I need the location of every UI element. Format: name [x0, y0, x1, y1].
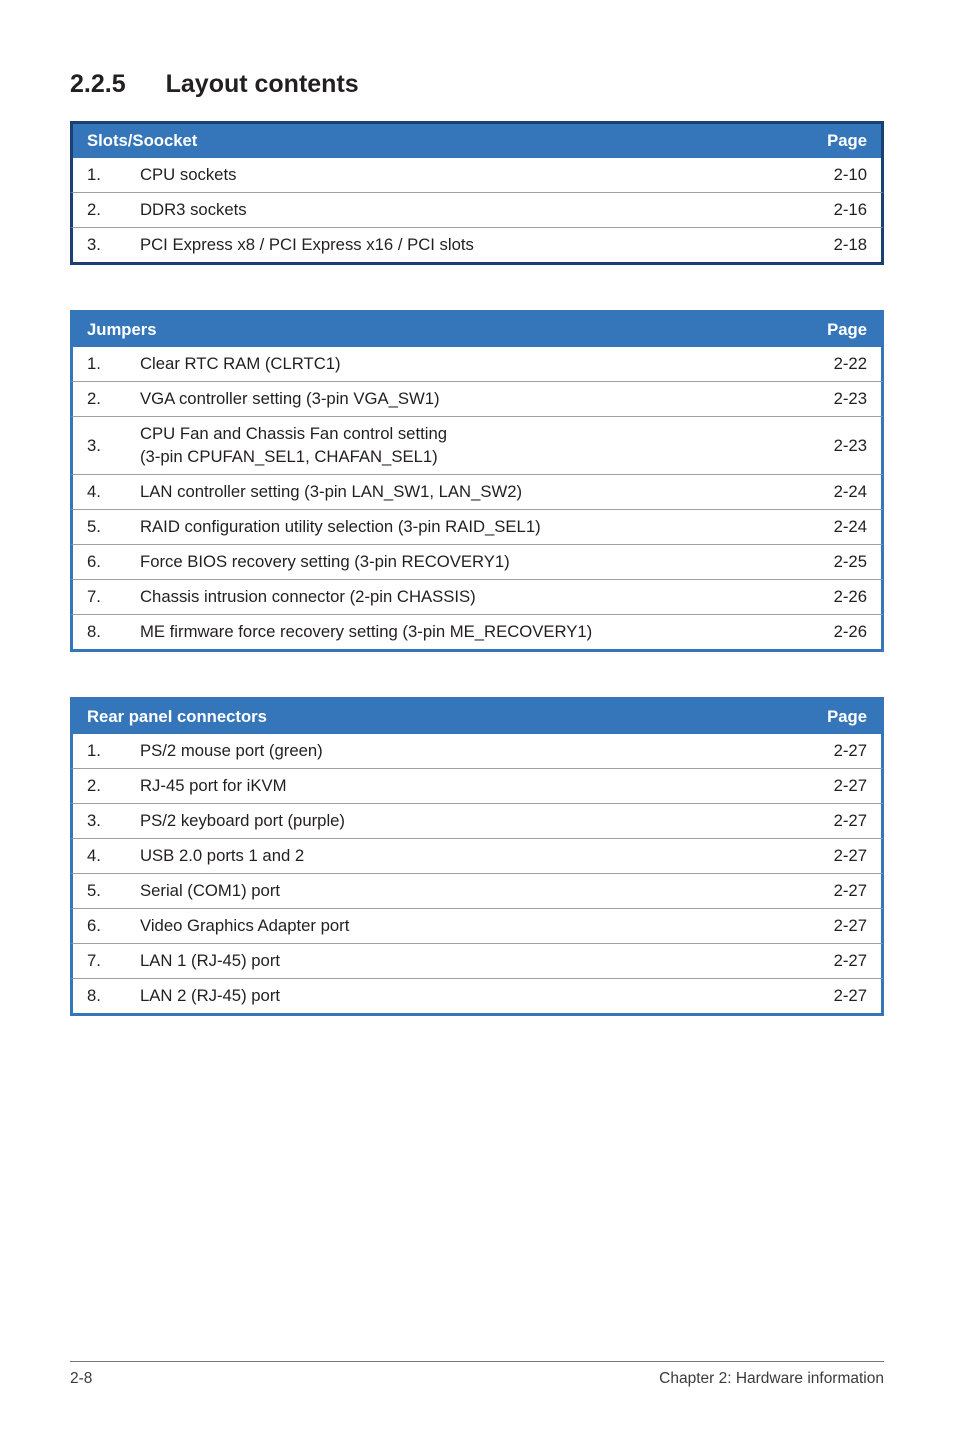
row-number: 2.	[70, 769, 130, 804]
row-desc: PS/2 keyboard port (purple)	[130, 804, 794, 839]
row-page: 2-27	[794, 979, 884, 1016]
row-desc: DDR3 sockets	[130, 193, 794, 228]
row-number: 1.	[70, 158, 130, 193]
row-page: 2-27	[794, 874, 884, 909]
table-row: 3.CPU Fan and Chassis Fan control settin…	[70, 417, 884, 475]
table-header-page: Page	[794, 121, 884, 158]
table-row: 5.RAID configuration utility selection (…	[70, 510, 884, 545]
row-number: 1.	[70, 734, 130, 769]
row-desc: PCI Express x8 / PCI Express x16 / PCI s…	[130, 228, 794, 265]
table-header-label: Slots/Soocket	[70, 121, 794, 158]
tables-region: Slots/SoocketPage1.CPU sockets2-102.DDR3…	[70, 121, 884, 1016]
row-number: 2.	[70, 382, 130, 417]
row-page: 2-23	[794, 382, 884, 417]
row-number: 1.	[70, 347, 130, 382]
row-desc: Serial (COM1) port	[130, 874, 794, 909]
row-page: 2-10	[794, 158, 884, 193]
row-number: 3.	[70, 804, 130, 839]
section-title: Layout contents	[166, 70, 359, 98]
row-page: 2-27	[794, 909, 884, 944]
footer-page-number: 2-8	[70, 1370, 92, 1388]
table-header-page: Page	[794, 697, 884, 734]
row-number: 8.	[70, 615, 130, 652]
row-desc: Video Graphics Adapter port	[130, 909, 794, 944]
row-page: 2-24	[794, 475, 884, 510]
row-page: 2-27	[794, 804, 884, 839]
table-row: 8.LAN 2 (RJ-45) port2-27	[70, 979, 884, 1016]
table-row: 1.PS/2 mouse port (green)2-27	[70, 734, 884, 769]
table-row: 7.Chassis intrusion connector (2-pin CHA…	[70, 580, 884, 615]
row-desc: LAN controller setting (3-pin LAN_SW1, L…	[130, 475, 794, 510]
row-page: 2-22	[794, 347, 884, 382]
row-page: 2-25	[794, 545, 884, 580]
table-row: 8.ME firmware force recovery setting (3-…	[70, 615, 884, 652]
row-desc: LAN 2 (RJ-45) port	[130, 979, 794, 1016]
table-row: 2.VGA controller setting (3-pin VGA_SW1)…	[70, 382, 884, 417]
table-row: 4.LAN controller setting (3-pin LAN_SW1,…	[70, 475, 884, 510]
row-number: 2.	[70, 193, 130, 228]
table-rear: Rear panel connectorsPage1.PS/2 mouse po…	[70, 697, 884, 1016]
row-page: 2-27	[794, 944, 884, 979]
row-number: 7.	[70, 580, 130, 615]
row-number: 8.	[70, 979, 130, 1016]
table-row: 2.RJ-45 port for iKVM2-27	[70, 769, 884, 804]
row-number: 6.	[70, 545, 130, 580]
row-desc: LAN 1 (RJ-45) port	[130, 944, 794, 979]
row-number: 4.	[70, 475, 130, 510]
table-row: 7.LAN 1 (RJ-45) port2-27	[70, 944, 884, 979]
row-desc: USB 2.0 ports 1 and 2	[130, 839, 794, 874]
table-row: 1.Clear RTC RAM (CLRTC1)2-22	[70, 347, 884, 382]
row-number: 3.	[70, 417, 130, 475]
table-row: 5.Serial (COM1) port2-27	[70, 874, 884, 909]
table-row: 4.USB 2.0 ports 1 and 22-27	[70, 839, 884, 874]
row-number: 4.	[70, 839, 130, 874]
section-heading: 2.2.5 Layout contents	[70, 70, 884, 99]
row-number: 5.	[70, 510, 130, 545]
row-page: 2-18	[794, 228, 884, 265]
row-page: 2-27	[794, 769, 884, 804]
table-row: 6.Video Graphics Adapter port2-27	[70, 909, 884, 944]
row-page: 2-27	[794, 839, 884, 874]
row-number: 6.	[70, 909, 130, 944]
row-desc: VGA controller setting (3-pin VGA_SW1)	[130, 382, 794, 417]
row-number: 5.	[70, 874, 130, 909]
row-page: 2-26	[794, 615, 884, 652]
table-header-label: Rear panel connectors	[70, 697, 794, 734]
row-page: 2-26	[794, 580, 884, 615]
row-desc: CPU sockets	[130, 158, 794, 193]
row-page: 2-24	[794, 510, 884, 545]
row-number: 3.	[70, 228, 130, 265]
table-row: 6.Force BIOS recovery setting (3-pin REC…	[70, 545, 884, 580]
table-header-label: Jumpers	[70, 310, 794, 347]
row-desc: Force BIOS recovery setting (3-pin RECOV…	[130, 545, 794, 580]
row-desc: PS/2 mouse port (green)	[130, 734, 794, 769]
table-row: 3.PCI Express x8 / PCI Express x16 / PCI…	[70, 228, 884, 265]
row-page: 2-16	[794, 193, 884, 228]
row-desc: ME firmware force recovery setting (3-pi…	[130, 615, 794, 652]
row-page: 2-27	[794, 734, 884, 769]
table-row: 2.DDR3 sockets2-16	[70, 193, 884, 228]
row-desc: Chassis intrusion connector (2-pin CHASS…	[130, 580, 794, 615]
footer-chapter: Chapter 2: Hardware information	[659, 1370, 884, 1388]
row-desc: CPU Fan and Chassis Fan control setting(…	[130, 417, 794, 475]
table-header-page: Page	[794, 310, 884, 347]
table-row: 1.CPU sockets2-10	[70, 158, 884, 193]
page-footer: 2-8 Chapter 2: Hardware information	[70, 1361, 884, 1388]
row-desc: RJ-45 port for iKVM	[130, 769, 794, 804]
table-jumpers: JumpersPage1.Clear RTC RAM (CLRTC1)2-222…	[70, 310, 884, 652]
section-number: 2.2.5	[70, 70, 126, 99]
row-desc: Clear RTC RAM (CLRTC1)	[130, 347, 794, 382]
table-row: 3.PS/2 keyboard port (purple)2-27	[70, 804, 884, 839]
row-number: 7.	[70, 944, 130, 979]
row-desc: RAID configuration utility selection (3-…	[130, 510, 794, 545]
table-slots: Slots/SoocketPage1.CPU sockets2-102.DDR3…	[70, 121, 884, 265]
row-page: 2-23	[794, 417, 884, 475]
